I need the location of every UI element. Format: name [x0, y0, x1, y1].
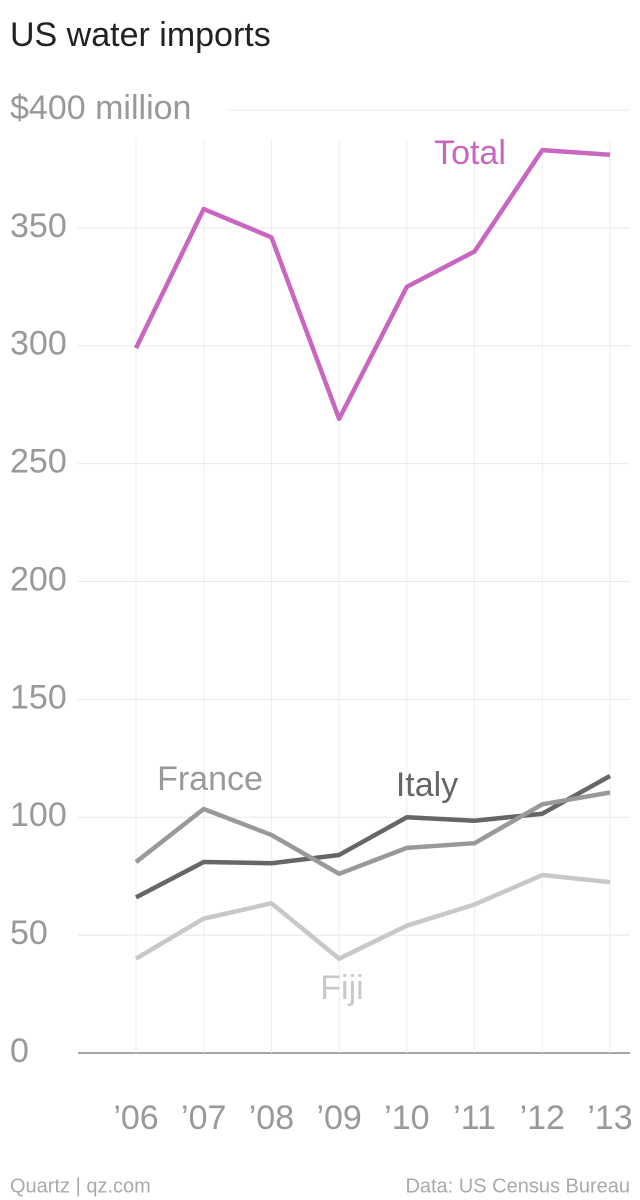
x-tick-label: ’08: [249, 1099, 294, 1137]
y-tick-label: 350: [10, 207, 67, 245]
series-label: France: [157, 760, 263, 798]
tick-label-bg: [8, 325, 78, 366]
series-line: [134, 774, 612, 900]
series-label: Italy: [396, 766, 458, 804]
source: Data: US Census Bureau: [405, 1175, 630, 1197]
x-tick-label: ’10: [384, 1099, 429, 1137]
tick-label-bg: [8, 915, 78, 956]
chart-title: US water imports: [10, 16, 271, 54]
tick-label-bg: [8, 90, 228, 130]
x-tick-label: ’09: [316, 1099, 361, 1137]
y-tick-label: 300: [10, 325, 67, 363]
y-tick-label: 200: [10, 560, 67, 598]
series-line: [133, 147, 611, 422]
tick-label-bg: [8, 797, 78, 838]
y-tick-label: 150: [10, 678, 67, 716]
x-tick-label: ’12: [520, 1099, 565, 1137]
tick-label-bg: [8, 679, 78, 720]
tick-label-bg: [8, 561, 78, 602]
tick-label-bg: [8, 207, 78, 248]
series-label: Fiji: [320, 969, 363, 1007]
x-tick-label: ’06: [113, 1099, 158, 1137]
tick-label-bg: [8, 1033, 78, 1073]
series-line: [134, 790, 611, 877]
tick-label-bg: [8, 443, 78, 484]
y-tick-label: 0: [10, 1032, 29, 1070]
y-tick-label: 250: [10, 443, 67, 481]
series-label: Total: [434, 134, 506, 172]
x-tick-label: ’07: [181, 1099, 226, 1137]
y-tick-label: $400 million: [10, 89, 191, 127]
x-tick-label: ’11: [453, 1099, 496, 1137]
y-tick-label: 100: [10, 796, 67, 834]
x-tick-label: ’13: [587, 1099, 632, 1137]
series-line: [134, 872, 611, 961]
y-tick-label: 50: [10, 914, 48, 952]
credit: Quartz | qz.com: [10, 1175, 151, 1197]
